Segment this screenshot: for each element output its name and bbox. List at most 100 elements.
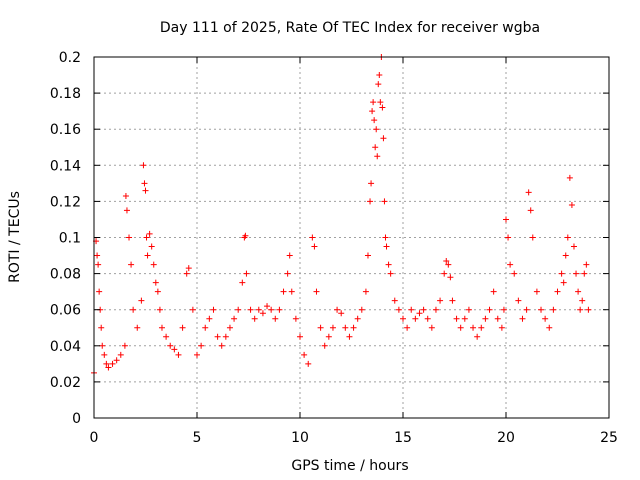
data-point [583, 261, 590, 268]
y-tick-label: 0.06 [50, 303, 81, 319]
data-point [171, 346, 178, 353]
data-point [243, 270, 250, 277]
data-point [226, 324, 233, 331]
data-point [579, 297, 586, 304]
data-point [562, 252, 569, 259]
data-point [560, 279, 567, 286]
data-point [447, 274, 454, 281]
data-point [505, 234, 512, 241]
data-point [99, 342, 106, 349]
data-point [367, 198, 374, 205]
data-point [288, 288, 295, 295]
y-tick-label: 0 [72, 411, 81, 427]
y-tick-label: 0.02 [50, 375, 81, 391]
data-point [387, 270, 394, 277]
data-point [158, 324, 165, 331]
data-point [179, 324, 186, 331]
data-point [329, 324, 336, 331]
data-point [482, 315, 489, 322]
data-point [313, 288, 320, 295]
data-points [91, 54, 592, 376]
data-point [515, 297, 522, 304]
data-point [167, 342, 174, 349]
data-point [538, 306, 545, 313]
data-point [443, 257, 450, 264]
data-point [529, 234, 536, 241]
data-point [354, 315, 361, 322]
data-point [346, 333, 353, 340]
data-point [98, 324, 105, 331]
data-point [214, 333, 221, 340]
data-point [134, 324, 141, 331]
data-point [377, 99, 384, 106]
data-point [126, 234, 133, 241]
data-point [239, 279, 246, 286]
data-point [507, 261, 514, 268]
data-point [382, 234, 389, 241]
data-point [218, 342, 225, 349]
data-point [523, 306, 530, 313]
data-point [210, 306, 217, 313]
y-tick-label: 0.08 [50, 267, 81, 283]
data-point [449, 297, 456, 304]
data-point [317, 324, 324, 331]
data-point [533, 288, 540, 295]
data-point [379, 104, 386, 111]
data-point [470, 324, 477, 331]
data-point [185, 265, 192, 272]
data-point [325, 333, 332, 340]
data-point [276, 306, 283, 313]
y-tick-label: 0.2 [59, 50, 81, 66]
data-point [457, 324, 464, 331]
data-point [143, 234, 150, 241]
data-point [128, 261, 135, 268]
y-axis-label: ROTI / TECUs [7, 191, 23, 283]
data-point [292, 315, 299, 322]
data-point [138, 297, 145, 304]
data-point [486, 306, 493, 313]
data-point [235, 306, 242, 313]
data-point [575, 288, 582, 295]
data-point [498, 324, 505, 331]
data-point [558, 270, 565, 277]
data-point [301, 351, 308, 358]
data-point [122, 192, 129, 199]
y-tick-label: 0.16 [50, 122, 81, 138]
data-point [152, 279, 159, 286]
data-point [268, 306, 275, 313]
data-point [453, 315, 460, 322]
data-point [527, 207, 534, 214]
data-point [251, 315, 258, 322]
data-point [542, 315, 549, 322]
data-point [96, 288, 103, 295]
data-point [374, 153, 381, 160]
y-tick-label: 0.12 [50, 194, 81, 210]
data-point [391, 297, 398, 304]
data-point [490, 288, 497, 295]
data-point [400, 315, 406, 322]
data-point [503, 216, 509, 223]
data-point [117, 351, 124, 358]
data-point [156, 306, 163, 313]
data-point [206, 315, 213, 322]
data-point [338, 310, 345, 317]
data-point [570, 243, 577, 250]
data-point [342, 324, 349, 331]
data-point [511, 270, 518, 277]
data-point [163, 333, 170, 340]
data-point [142, 187, 149, 194]
data-point [109, 360, 116, 367]
data-point [546, 324, 553, 331]
data-point [369, 108, 376, 115]
data-point [183, 270, 190, 277]
data-point [94, 252, 101, 259]
data-point [364, 252, 371, 259]
data-point [416, 310, 423, 317]
data-point [375, 81, 382, 88]
data-point [297, 333, 303, 340]
data-point [140, 162, 147, 169]
data-point [146, 230, 153, 237]
data-point [305, 360, 312, 367]
data-point [247, 306, 254, 313]
data-point [461, 315, 468, 322]
